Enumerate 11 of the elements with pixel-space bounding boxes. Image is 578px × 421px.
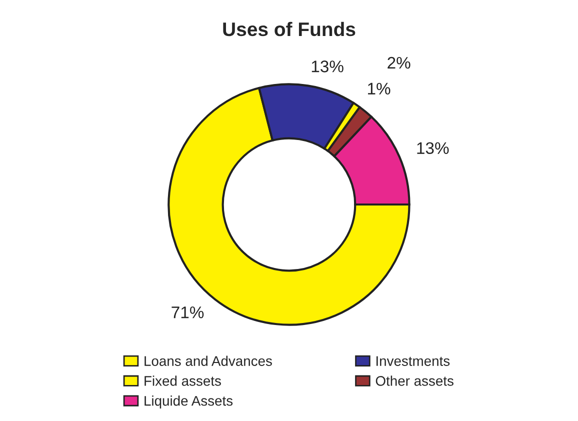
legend-label: Fixed assets [144, 376, 221, 386]
legend-label: Other assets [376, 376, 454, 386]
legend-label: Loans and Advances [144, 356, 272, 366]
data-label: 1% [368, 82, 390, 94]
data-label: 2% [388, 56, 410, 69]
data-label: 13% [312, 60, 344, 72]
data-label: 13% [417, 142, 449, 154]
legend-label: Liquide Assets [144, 396, 233, 408]
legend-label: Investments [376, 356, 450, 366]
chart-title: Uses of Funds [223, 22, 356, 36]
data-label: 71% [172, 306, 204, 318]
